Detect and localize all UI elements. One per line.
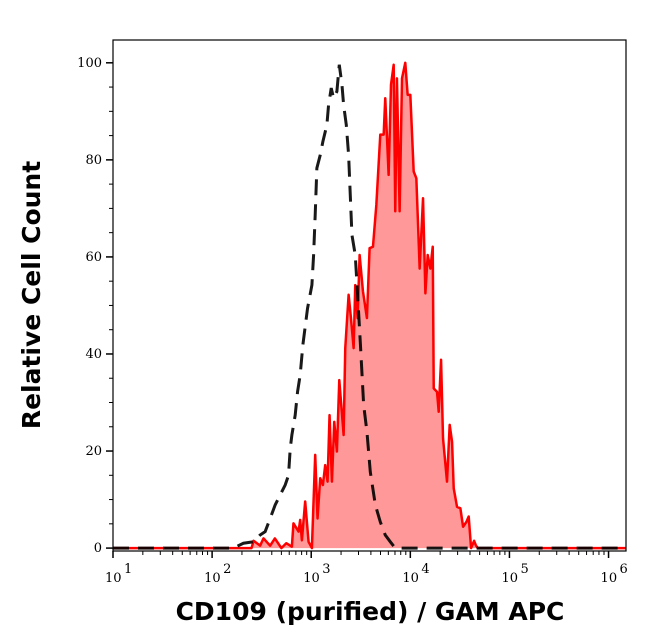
plot-marks <box>113 61 626 550</box>
x-tick-label: 10 <box>105 571 122 586</box>
x-tick-label: 10 <box>601 571 618 586</box>
y-tick-label: 40 <box>85 347 102 362</box>
x-tick-exponent: 4 <box>421 562 429 577</box>
x-tick-exponent: 1 <box>124 562 132 577</box>
x-tick-exponent: 2 <box>223 562 231 577</box>
y-tick-label: 60 <box>85 250 102 265</box>
x-tick-exponent: 6 <box>620 562 628 577</box>
x-tick-label: 10 <box>402 571 419 586</box>
y-tick-label: 20 <box>85 444 102 459</box>
control-dashed-line <box>113 64 626 550</box>
x-tick-label: 10 <box>204 571 221 586</box>
y-tick-label: 80 <box>85 153 102 168</box>
y-tick-label: 0 <box>94 541 102 556</box>
y-tick-label: 100 <box>77 56 102 71</box>
x-tick-exponent: 3 <box>322 562 330 577</box>
x-axis-title: CD109 (purified) / GAM APC <box>176 597 565 626</box>
stained-line <box>113 61 626 550</box>
x-tick-label: 10 <box>303 571 320 586</box>
x-tick-label: 10 <box>501 571 518 586</box>
x-tick-exponent: 5 <box>520 562 528 577</box>
stained-area-fill <box>113 62 626 549</box>
y-axis-title: Relative Cell Count <box>17 161 46 429</box>
plot-frame <box>112 39 627 552</box>
